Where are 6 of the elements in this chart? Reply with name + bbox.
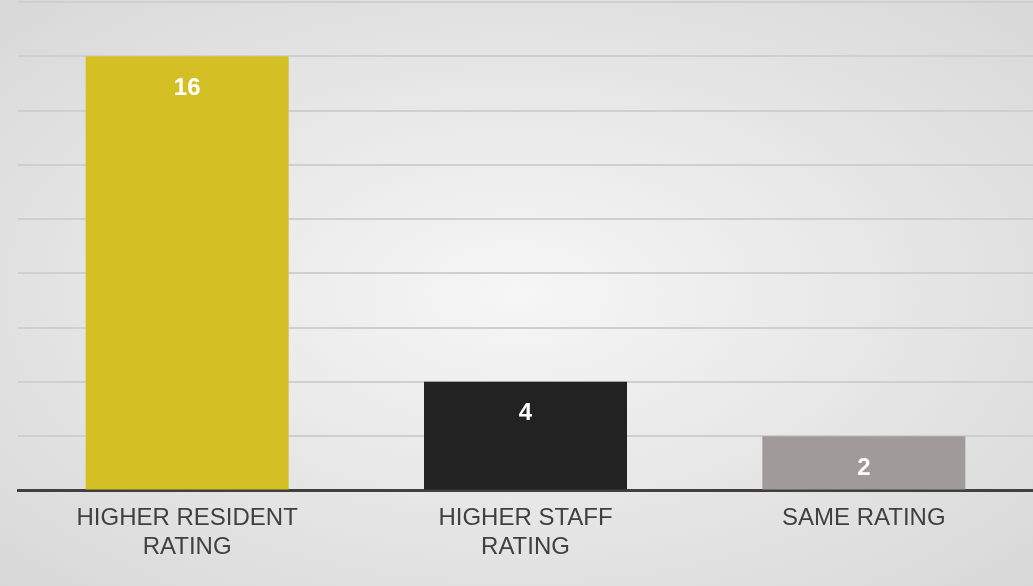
data-label: 16: [173, 72, 201, 100]
data-label: 4: [518, 398, 533, 426]
x-tick-label: HIGHER RESIDENT RATING: [76, 503, 299, 560]
x-tick-label: SAME RATING: [782, 503, 946, 531]
x-tick-label: HIGHER STAFF RATING: [438, 503, 613, 560]
data-label: 2: [857, 452, 871, 480]
